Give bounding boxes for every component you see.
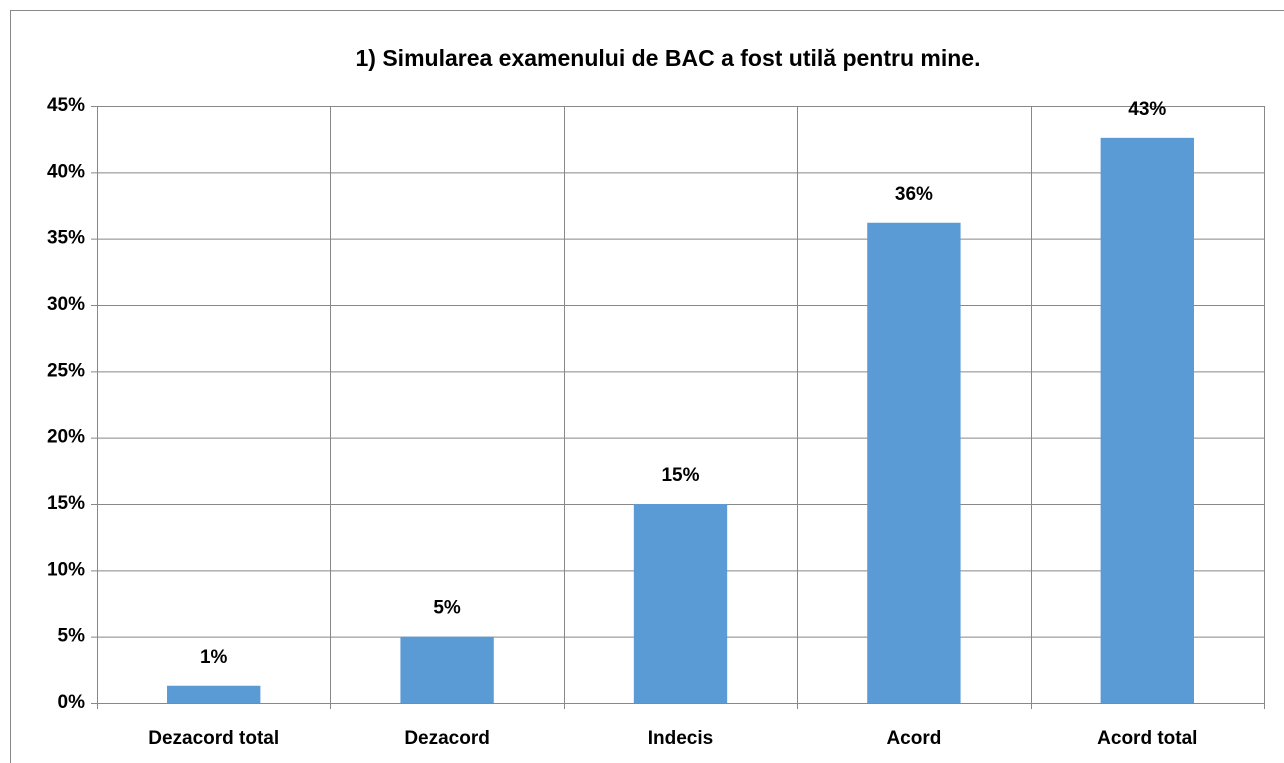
data-label: 5%	[433, 598, 461, 619]
bar	[633, 504, 728, 703]
data-label: 36%	[895, 184, 933, 205]
y-tick-label: 35%	[47, 228, 85, 249]
bar	[400, 636, 494, 703]
x-tick-label: Dezacord	[404, 728, 490, 749]
bar	[1100, 137, 1194, 704]
y-tick-label: 0%	[58, 692, 86, 713]
y-tick-label: 5%	[58, 626, 86, 647]
data-label: 43%	[1128, 99, 1166, 120]
bar	[867, 222, 961, 703]
data-label: 15%	[661, 465, 699, 486]
bar	[167, 685, 261, 703]
data-label: 1%	[200, 647, 228, 668]
chart-title: 1) Simularea examenului de BAC a fost ut…	[356, 45, 981, 71]
y-tick-label: 15%	[47, 493, 85, 514]
x-tick-label: Acord	[886, 728, 941, 749]
y-tick-label: 40%	[47, 161, 85, 182]
x-tick-label: Dezacord total	[148, 728, 279, 749]
x-tick-label: Indecis	[648, 728, 713, 749]
y-tick-label: 30%	[47, 294, 85, 315]
y-tick-label: 20%	[47, 427, 85, 448]
y-tick-label: 45%	[47, 95, 85, 116]
x-tick-label: Acord total	[1097, 728, 1197, 749]
y-tick-label: 25%	[47, 360, 85, 381]
y-tick-label: 10%	[47, 559, 85, 580]
